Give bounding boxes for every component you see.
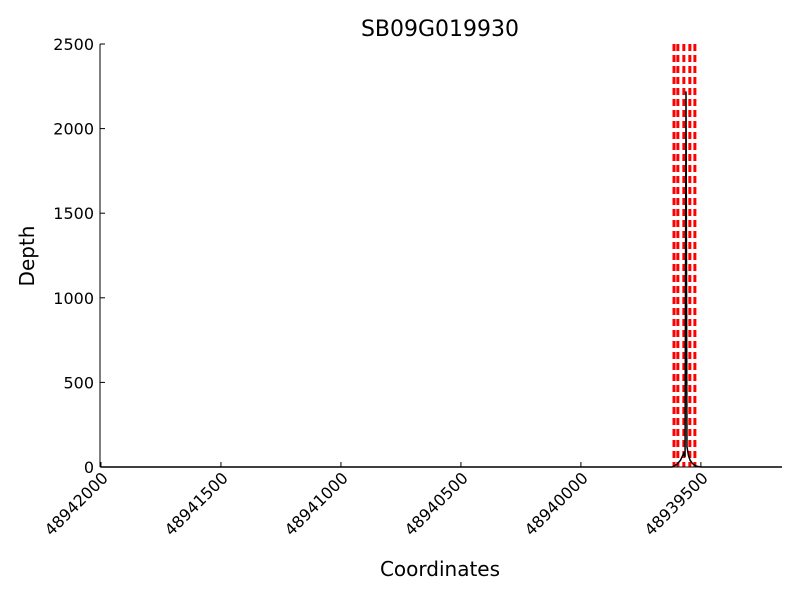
x-tick-label: 48941500 bbox=[161, 468, 232, 539]
depth-line bbox=[100, 91, 782, 468]
x-tick-label: 48939500 bbox=[641, 468, 712, 539]
y-tick-label: 2500 bbox=[53, 35, 94, 54]
x-tick-label: 48942000 bbox=[41, 468, 112, 539]
y-tick-label: 1500 bbox=[53, 204, 94, 223]
y-tick-label: 500 bbox=[63, 373, 94, 392]
y-axis-label: Depth bbox=[15, 226, 39, 287]
chart-title: SB09G019930 bbox=[361, 17, 519, 42]
x-tick-label: 48941000 bbox=[281, 468, 352, 539]
x-tick-label: 48940000 bbox=[521, 468, 592, 539]
x-axis-label: Coordinates bbox=[380, 557, 500, 581]
y-tick-label: 2000 bbox=[53, 120, 94, 139]
x-tick-label: 48940500 bbox=[401, 468, 472, 539]
y-tick-label: 1000 bbox=[53, 289, 94, 308]
y-tick-label: 0 bbox=[84, 458, 94, 477]
